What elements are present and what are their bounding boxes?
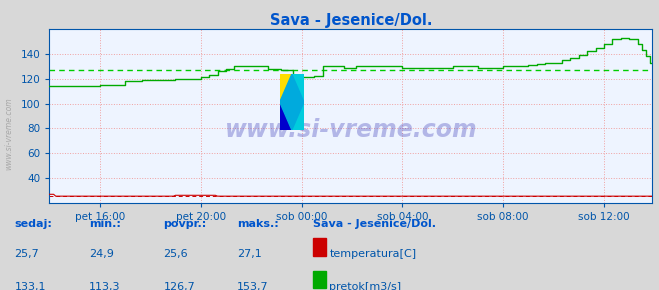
Text: 153,7: 153,7 — [237, 282, 269, 290]
Text: www.si-vreme.com: www.si-vreme.com — [225, 118, 477, 142]
Text: 133,1: 133,1 — [14, 282, 46, 290]
Text: 113,3: 113,3 — [89, 282, 121, 290]
Text: povpr.:: povpr.: — [163, 219, 207, 229]
Text: www.si-vreme.com: www.si-vreme.com — [4, 97, 13, 170]
Text: sedaj:: sedaj: — [14, 219, 52, 229]
Text: 25,6: 25,6 — [163, 249, 188, 259]
Text: pretok[m3/s]: pretok[m3/s] — [330, 282, 401, 290]
Text: 24,9: 24,9 — [89, 249, 114, 259]
Bar — [313, 238, 326, 256]
Text: 27,1: 27,1 — [237, 249, 262, 259]
Text: 25,7: 25,7 — [14, 249, 40, 259]
Bar — [313, 271, 326, 288]
Text: maks.:: maks.: — [237, 219, 279, 229]
Text: Sava - Jesenice/Dol.: Sava - Jesenice/Dol. — [313, 219, 436, 229]
Text: 126,7: 126,7 — [163, 282, 195, 290]
Text: temperatura[C]: temperatura[C] — [330, 249, 416, 259]
Title: Sava - Jesenice/Dol.: Sava - Jesenice/Dol. — [270, 13, 432, 28]
Text: min.:: min.: — [89, 219, 121, 229]
